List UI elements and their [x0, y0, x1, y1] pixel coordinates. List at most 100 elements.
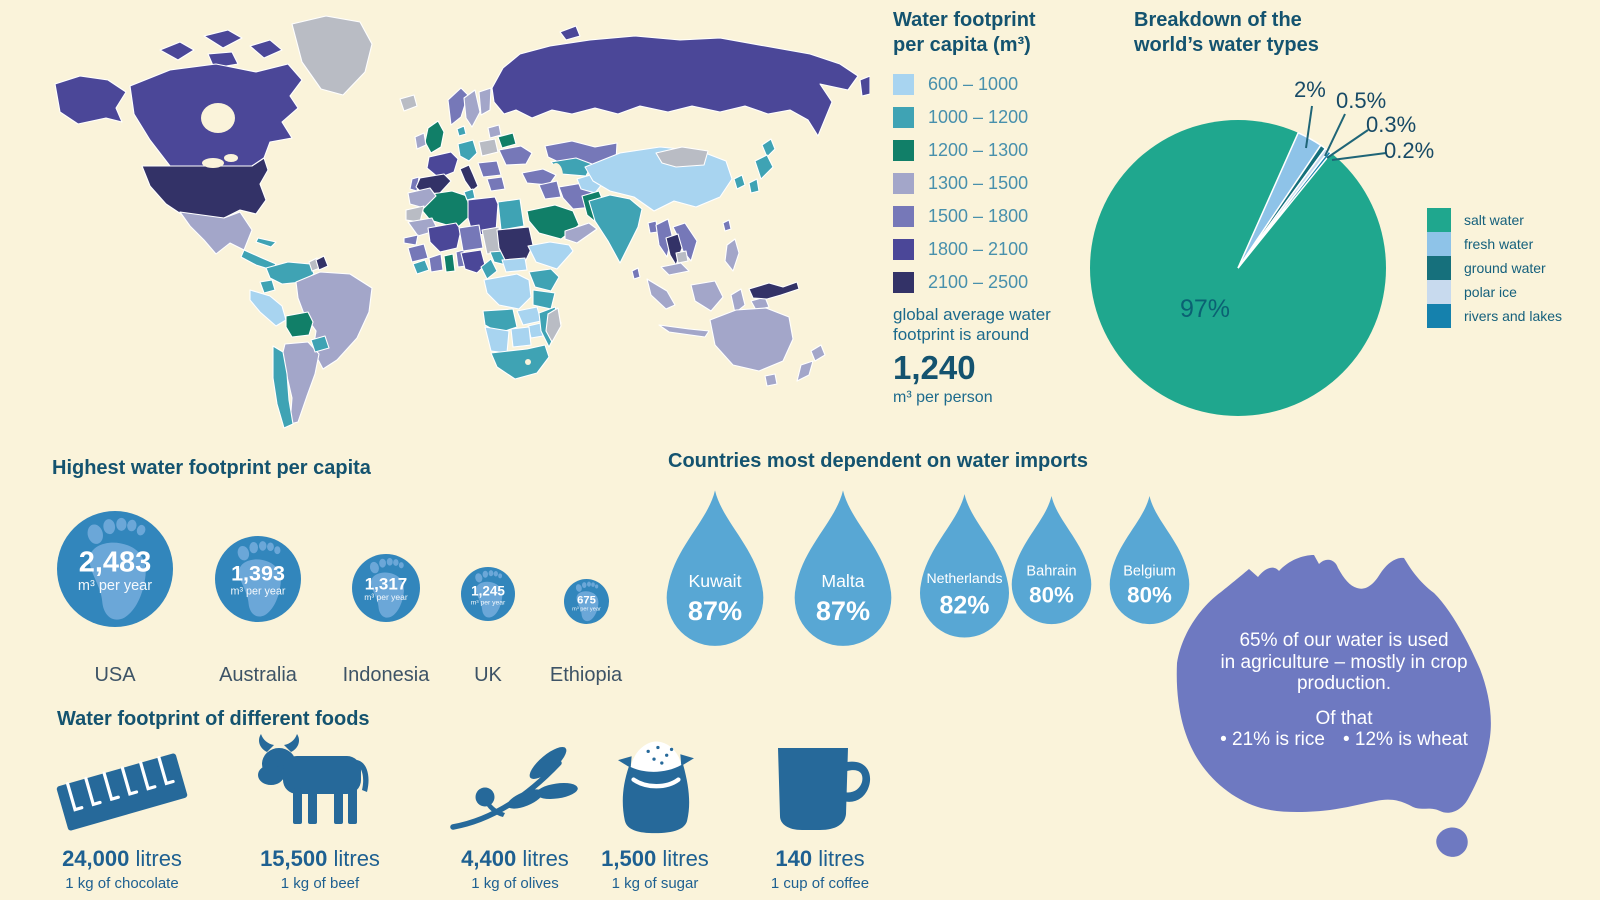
footprint-circle-usa: 2,483 m³ per year [57, 511, 173, 627]
svg-text:80%: 80% [1127, 583, 1172, 608]
pie-label-ground-water: 0.5% [1336, 88, 1387, 113]
svg-text:Netherlands: Netherlands [926, 570, 1002, 586]
svg-text:m³ per year: m³ per year [231, 585, 286, 597]
legend-item: 1300 – 1500 [893, 173, 1113, 194]
map-legend: Water footprint per capita (m³) 600 – 10… [893, 8, 1113, 407]
svg-text:1,393: 1,393 [231, 562, 285, 586]
legend-swatch [893, 173, 914, 194]
svg-text:1,317: 1,317 [365, 574, 408, 593]
pie-callout-line [1324, 113, 1346, 157]
pie-label-salt-water: 97% [1180, 295, 1231, 323]
svg-text:m³ per year: m³ per year [572, 607, 601, 613]
footprint-circle-indonesia: 1,317 m³ per year [352, 554, 420, 622]
svg-text:Kuwait: Kuwait [689, 571, 742, 591]
map-region-africa [403, 187, 574, 380]
svg-text:Bahrain: Bahrain [1026, 564, 1076, 580]
legend-item: 600 – 1000 [893, 74, 1113, 95]
legend-item: 1800 – 2100 [893, 239, 1113, 260]
legend-swatch [1427, 280, 1451, 304]
legend-item: 1500 – 1800 [893, 206, 1113, 227]
legend-swatch [1427, 304, 1451, 328]
legend-item: rivers and lakes [1427, 304, 1562, 328]
coffee-mug-icon [725, 728, 915, 840]
footprint-circle-uk: 1,245 m³ per year [461, 567, 515, 621]
legend-swatch [893, 239, 914, 260]
water-drop-belgium: Belgium 80% [1109, 496, 1190, 625]
legend-item: 1200 – 1300 [893, 140, 1113, 161]
svg-text:1,245: 1,245 [471, 584, 505, 599]
legend-item: salt water [1427, 208, 1562, 232]
pie-label-rivers-lakes: 0.2% [1384, 138, 1435, 163]
olive-branch-icon [420, 728, 610, 840]
footprint-icon [575, 581, 599, 622]
water-drop-netherlands: Netherlands 82% [919, 494, 1010, 638]
map-region-oceania [709, 307, 826, 387]
map-region-south-america [249, 255, 373, 429]
svg-text:m³ per year: m³ per year [471, 599, 506, 606]
legend-item: 2100 – 2500 [893, 272, 1113, 293]
australia-fact-text: 65% of our water is used in agriculture … [1184, 630, 1504, 751]
legend-swatch [893, 272, 914, 293]
legend-item: polar ice [1427, 280, 1562, 304]
svg-text:Belgium: Belgium [1123, 564, 1176, 580]
water-drop-bahrain: Bahrain 80% [1011, 496, 1092, 625]
global-average-note: global average water footprint is around [893, 305, 1051, 344]
pie-callout-line [1326, 129, 1369, 159]
food-item-sugar: 1,500 litres 1 kg of sugar [560, 728, 750, 892]
footprint-icon [87, 517, 146, 620]
pie-label-polar-ice: 0.3% [1366, 112, 1417, 137]
chocolate-bar-icon [27, 728, 217, 840]
country-label-ethiopia: Ethiopia [549, 664, 623, 686]
legend-swatch [893, 206, 914, 227]
world-map-choropleth [54, 15, 870, 429]
pie-label-fresh-water: 2% [1294, 77, 1326, 102]
pie-slice-rivers-and-lakes [1237, 150, 1333, 269]
australia-fact-bullets: • 21% is rice • 12% is wheat [1220, 729, 1468, 750]
legend-item: ground water [1427, 256, 1562, 280]
svg-text:87%: 87% [816, 595, 870, 626]
country-label-uk: UK [474, 664, 502, 686]
legend-swatch [1427, 208, 1451, 232]
country-label-australia: Australia [219, 664, 297, 686]
svg-text:m³ per year: m³ per year [364, 592, 408, 602]
footprint-icon [475, 570, 503, 618]
pie-callout-line [1305, 105, 1313, 149]
svg-text:2,483: 2,483 [79, 546, 152, 578]
water-drop-malta: Malta 87% [794, 490, 892, 646]
legend-item: 1000 – 1200 [893, 107, 1113, 128]
legend-swatch [1427, 256, 1451, 280]
footprint-icon [237, 541, 281, 617]
map-region-asia [491, 25, 870, 338]
cow-icon [225, 728, 415, 840]
map-region-europe [409, 87, 533, 195]
legend-item: fresh water [1427, 232, 1562, 256]
food-item-chocolate: 24,000 litres 1 kg of chocolate [27, 728, 217, 892]
svg-text:80%: 80% [1029, 583, 1074, 608]
footprints-section-title: Highest water footprint per capita [52, 457, 371, 479]
food-item-coffee: 140 litres 1 cup of coffee [725, 728, 915, 892]
australia-map [1176, 555, 1491, 857]
legend-swatch [893, 140, 914, 161]
pie-callout-line [1331, 152, 1387, 161]
food-item-olives: 4,400 litres 1 kg of olives [420, 728, 610, 892]
pie-legend: salt water fresh water ground water pola… [1427, 208, 1562, 328]
country-label-usa: USA [94, 664, 136, 686]
map-legend-title: Water footprint per capita (m³) [893, 9, 1036, 56]
sugar-bag-icon [560, 728, 750, 840]
foods-section-title: Water footprint of different foods [57, 708, 370, 730]
water-drop-kuwait: Kuwait 87% [666, 490, 764, 646]
footprint-circle-ethiopia: 675 m³ per year [564, 579, 609, 624]
legend-swatch [893, 107, 914, 128]
footprint-circle-australia: 1,393 m³ per year [215, 536, 301, 622]
svg-text:675: 675 [577, 594, 596, 606]
footprint-icon [369, 558, 405, 618]
svg-text:Malta: Malta [821, 571, 864, 591]
water-types-pie-chart [1090, 105, 1387, 416]
legend-swatch [1427, 232, 1451, 256]
svg-text:m³ per year: m³ per year [78, 578, 152, 594]
country-label-indonesia: Indonesia [342, 664, 430, 686]
legend-swatch [893, 74, 914, 95]
global-average-unit: m³ per person [893, 389, 993, 406]
pie-chart-title: Breakdown of the world’s water types [1134, 9, 1319, 56]
